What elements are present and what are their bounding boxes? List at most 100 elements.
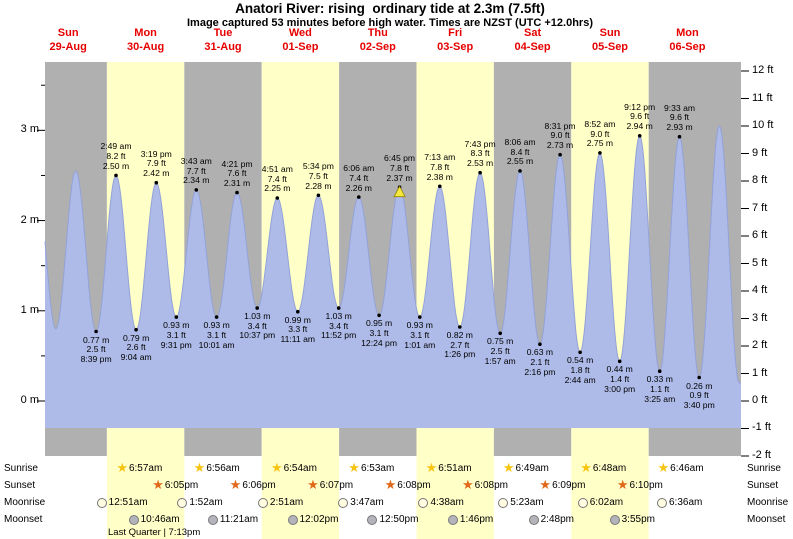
day-label: Tue 31-Aug [187,27,259,54]
moonset-entry: 12:50pm [367,513,418,526]
tide-label-line: 2.28 m [305,180,332,191]
tide-label-line: 0.75 m [487,336,514,347]
tide-label-line: 2.53 m [466,158,494,169]
tide-label-line: 3.4 ft [329,320,349,331]
y-axis-label-right: 9 ft [752,146,768,159]
low-tide-label: 1.03 m 3.4 ft 11:52 pm [311,311,367,341]
low-tide-label: 0.93 m 3.1 ft 1:01 am [392,320,448,350]
tide-label-line: 0.93 m [406,320,433,331]
moonrise-time: 2:51am [269,497,304,508]
sunset-time: 6:09pm [552,480,586,491]
tide-label-line: 0.93 m [203,320,230,331]
sunrise-entry: ★ 6:46am [658,462,704,475]
tide-label-line: 7.5 ft [308,171,328,181]
low-tide-label: 0.82 m 2.7 ft 1:26 pm [432,330,488,360]
day-date: 06-Sep [669,40,706,53]
moonset-icon [528,514,539,525]
tide-label-line: 9:31 pm [160,339,192,350]
high-tide-label: 8:31 pm 9.0 ft 2.73 m [532,120,588,151]
moonset-time: 2:48pm [540,514,574,525]
tide-label-line: 7:13 am [424,152,456,163]
tide-label-line: 3.1 ft [410,329,430,340]
tide-label-line: 0.54 m [566,355,594,366]
sunset-icon: ★ [384,478,397,493]
moonset-time: 3:55pm [621,514,655,525]
sunrise-icon: ★ [193,461,206,476]
sunset-time: 6:08pm [397,480,431,491]
y-axis-label-right: 12 ft [752,64,774,76]
tide-label-line: 2.50 m [102,160,130,171]
tide-label-line: 9.0 ft [590,128,610,139]
day-label: Sun 05-Sep [574,27,646,54]
sunset-time: 6:08pm [474,480,508,491]
tide-label-line: 6:06 am [343,163,375,174]
high-tide-label: 7:13 am 7.8 ft 2.38 m [412,153,468,182]
tide-label-line: 9:33 am [663,102,696,113]
moonrise-icon [338,497,349,508]
tide-label-line: 7.4 ft [349,172,369,183]
moonrise-entry: 1:52am [177,496,223,509]
tide-label-line: 2:44 am [564,374,596,385]
tide-label-line: 9:12 pm [624,101,656,112]
moonset-entry: 10:46am [128,513,180,526]
low-tide-label: 0.77 m 2.5 ft 8:39 pm [68,335,124,365]
high-tide-label: 3:19 pm 7.9 ft 2.42 m [128,149,184,179]
day-date: 03-Sep [437,40,474,53]
moonset-entry: 2:48pm [528,513,574,526]
tide-label-line: 2.26 m [345,182,372,193]
tide-label-line: 1.03 m [325,311,352,322]
sunrise-time: 6:53am [360,463,395,474]
tide-label-line: 7.7 ft [186,165,206,176]
moonrise-time: 12:51am [108,497,148,508]
moonrise-time: 4:38am [430,497,464,508]
tide-label-line: 7.8 ft [430,161,450,172]
day-date: 29-Aug [49,40,87,53]
tide-label-line: 3.1 ft [207,329,227,340]
sunrise-time: 6:56am [206,463,240,474]
tide-label-line: 2.94 m [626,121,653,132]
tide-label-line: 7.6 ft [227,168,247,179]
high-tide-label: 4:21 pm 7.6 ft 2.31 m [209,159,265,189]
day-name: Sun [599,27,621,39]
sunrise-icon: ★ [270,461,283,476]
sunrise-icon: ★ [502,461,515,476]
day-label: Fri 03-Sep [419,27,491,54]
moonset-row-label-left: Moonset [4,514,43,525]
tide-label-line: 8:52 am [584,118,616,129]
day-label: Mon 30-Aug [110,27,182,54]
tide-label-line: 2.5 ft [86,344,106,355]
tide-label-line: 0.33 m [646,374,673,385]
sunrise-entry: ★ 6:57am [116,462,162,475]
tide-label-line: 3.1 ft [166,329,186,340]
moonset-icon [367,514,378,525]
sunrise-entry: ★ 6:54am [271,462,317,475]
tide-label-line: 2.7 ft [450,339,470,350]
moonset-entry: 3:55pm [609,513,655,526]
sunset-icon: ★ [307,478,319,493]
tide-label-line: 2.5 ft [490,346,510,357]
sunrise-entry: ★ 6:49am [503,462,549,475]
y-axis-label-right: 7 ft [752,201,768,214]
tide-label-line: 11:11 am [280,334,316,345]
page-title: Anatori River: rising ordinary tide at 2… [235,1,545,16]
low-tide-label: 0.95 m 3.1 ft 12:24 pm [351,319,407,348]
moonrise-row-label-left: Moonrise [4,497,46,508]
sunrise-icon: ★ [425,461,438,476]
moonrise-time: 3:47am [350,497,384,508]
sunrise-time: 6:49am [515,463,549,474]
sunrise-time: 6:54am [283,463,317,474]
moonrise-icon [96,497,107,508]
tide-label-line: 9.6 ft [669,112,690,123]
moonset-icon [128,514,139,525]
tide-label-line: 7:43 pm [464,138,496,149]
tide-label-line: 8:31 pm [544,120,576,131]
high-tide-label: 9:12 pm 9.6 ft 2.94 m [612,101,668,132]
tide-label-line: 4:51 am [261,164,293,174]
moonset-time: 11:21am [219,514,259,525]
tide-curve [44,125,741,429]
high-tide-label: 9:33 am 9.6 ft 2.93 m [651,102,707,133]
sunset-icon: ★ [152,478,164,493]
sunrise-row-label-left: Sunrise [4,463,38,474]
y-axis-label-right: 3 ft [752,311,768,324]
